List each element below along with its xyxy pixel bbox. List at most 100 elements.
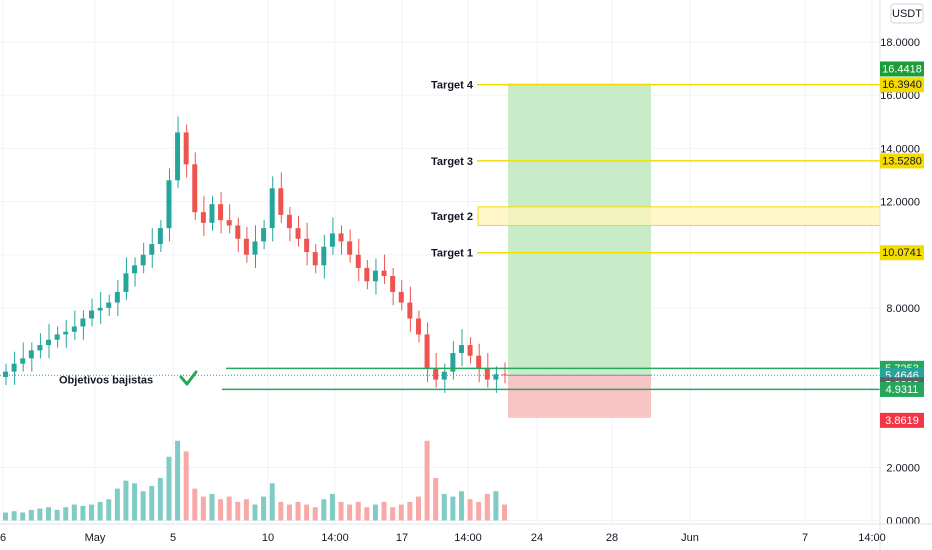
volume-bar xyxy=(433,477,439,521)
volume-bar xyxy=(338,501,344,521)
volume-bar xyxy=(243,499,249,521)
volume-bar xyxy=(106,499,112,521)
volume-bar xyxy=(269,483,275,521)
candle-body xyxy=(252,241,258,255)
candle-body xyxy=(226,220,232,226)
volume-bar xyxy=(372,504,378,521)
candle-body xyxy=(140,254,146,266)
candle-body xyxy=(329,233,335,247)
volume-bar xyxy=(390,507,396,521)
currency-label: USDT xyxy=(892,8,922,20)
candle-body xyxy=(372,270,378,282)
price-tick-label: 2.0000 xyxy=(886,462,920,474)
volume-bar xyxy=(493,491,499,521)
candle-body xyxy=(20,358,26,364)
candle-body xyxy=(312,252,318,266)
candle-body xyxy=(175,132,181,181)
volume-bar xyxy=(200,496,206,521)
time-axis-ticks: 6 May 5 10 14:00 17 14:00 24 28 Jun 7 14:00 xyxy=(0,532,886,544)
candle-body xyxy=(458,345,464,354)
price-tags: 16.441816.394013.528010.07415.72535.4646… xyxy=(880,61,924,428)
candle-body xyxy=(97,307,103,311)
candle-body xyxy=(269,188,275,229)
candle-body xyxy=(338,233,344,242)
volume-bar xyxy=(166,456,172,521)
volume-bar xyxy=(295,501,301,521)
grid xyxy=(0,0,880,524)
price-tag-text: 16.3940 xyxy=(882,79,922,91)
volume-bar xyxy=(132,483,138,521)
candle-body xyxy=(381,270,387,276)
drawing-zones xyxy=(508,83,651,418)
candle-body xyxy=(200,212,206,223)
price-tick-label: 12.0000 xyxy=(880,197,920,209)
time-tick-label: May xyxy=(85,532,106,544)
volume-bar xyxy=(476,501,482,521)
candle-body xyxy=(493,374,499,380)
checkmark-icon xyxy=(179,370,198,386)
candle-body xyxy=(71,326,77,332)
time-tick-label: 24 xyxy=(531,532,543,544)
price-tag xyxy=(880,245,924,261)
profit-zone xyxy=(508,83,651,376)
volume-bar xyxy=(502,504,507,521)
time-tick-label: 17 xyxy=(396,532,408,544)
candle-body xyxy=(123,273,129,292)
volume-bar xyxy=(304,504,310,521)
price-axis-ticks: 18.000016.000014.000012.000010.00008.000… xyxy=(880,37,920,527)
candle-body xyxy=(89,310,95,319)
volume-bar xyxy=(192,488,198,521)
volume-bar xyxy=(80,505,86,521)
time-tick-label: 7 xyxy=(802,532,808,544)
candle-body xyxy=(3,371,8,377)
volume-bar xyxy=(226,496,232,521)
volume-bar xyxy=(347,504,353,521)
volume-bar xyxy=(3,512,8,521)
price-tag xyxy=(880,61,924,77)
candle-body xyxy=(106,302,112,308)
volume-bar xyxy=(398,504,404,521)
candle-body xyxy=(433,368,439,380)
candle-body xyxy=(218,204,224,221)
candle-body xyxy=(484,368,490,380)
horizontal-levels[interactable]: Target 4 Target 3 Target 2 Target 1 Objetivo… xyxy=(0,80,881,391)
candle-body xyxy=(243,238,249,255)
candle-body xyxy=(347,241,353,255)
volume-bar xyxy=(46,507,52,521)
volume-bar xyxy=(467,499,473,521)
candle-body xyxy=(467,345,473,356)
candle-body xyxy=(450,353,456,372)
candle-body xyxy=(364,267,370,282)
candle-body xyxy=(157,228,163,245)
time-tick-label: 14:00 xyxy=(321,532,349,544)
volume-bar xyxy=(441,493,447,521)
price-tick-label: 18.0000 xyxy=(880,37,920,49)
candle-body xyxy=(183,132,189,165)
candle-body xyxy=(192,164,198,213)
volume-bar xyxy=(114,488,120,521)
volume-bar xyxy=(415,496,421,521)
volume-bar xyxy=(252,504,258,521)
volume-bar xyxy=(140,491,146,521)
price-tick-label: 8.0000 xyxy=(886,303,920,315)
currency-badge[interactable] xyxy=(890,3,924,24)
time-tick-label: 6 xyxy=(0,532,6,544)
candle-body xyxy=(11,363,17,372)
volume-bar xyxy=(123,480,129,521)
candle-body xyxy=(235,225,241,239)
candle-body xyxy=(278,188,284,215)
volume-bar xyxy=(407,501,413,521)
volume-bars xyxy=(3,440,507,521)
candle-body xyxy=(209,204,215,223)
candle-body xyxy=(424,334,430,369)
candle-body xyxy=(54,334,60,340)
price-tick-label: 14.0000 xyxy=(880,143,920,155)
candle-body xyxy=(46,339,52,346)
volume-bar xyxy=(286,504,292,521)
candle-body xyxy=(390,275,396,292)
candle-body xyxy=(166,180,172,229)
time-tick-label: Jun xyxy=(681,532,699,544)
candle-body xyxy=(415,318,421,335)
candle-body xyxy=(295,228,301,239)
